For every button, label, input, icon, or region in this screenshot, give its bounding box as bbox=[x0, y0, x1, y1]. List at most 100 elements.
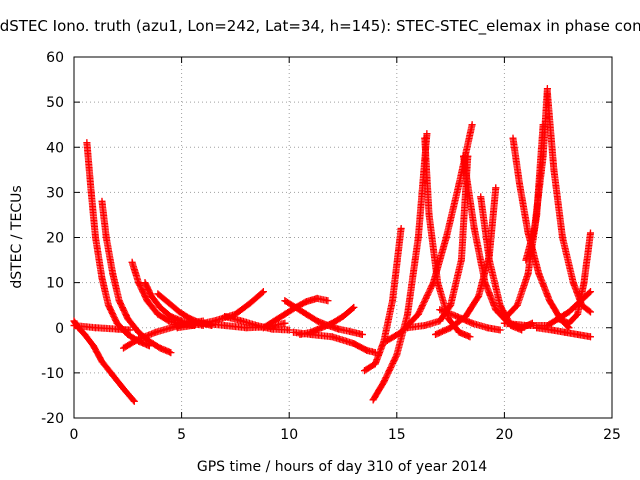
data-point bbox=[302, 298, 310, 306]
data-point bbox=[457, 256, 465, 264]
data-point bbox=[98, 358, 106, 366]
data-point bbox=[124, 315, 132, 323]
data-point bbox=[345, 327, 353, 335]
data-point bbox=[87, 188, 95, 196]
series-arc-p bbox=[361, 224, 405, 375]
axis-ticks: 0 5 10 15 20 25 -20 -10 0 10 20 30 40 50 60 bbox=[41, 50, 621, 443]
data-point bbox=[535, 270, 543, 278]
data-point bbox=[281, 310, 289, 318]
data-point bbox=[434, 279, 442, 287]
data-point bbox=[548, 326, 556, 334]
data-point bbox=[115, 297, 123, 305]
data-point bbox=[253, 321, 261, 329]
data-point bbox=[421, 134, 429, 142]
data-point bbox=[147, 292, 155, 300]
y-tick-label: -20 bbox=[41, 411, 64, 427]
data-point bbox=[580, 279, 588, 287]
data-point bbox=[586, 229, 594, 237]
data-point bbox=[292, 303, 300, 311]
data-point bbox=[404, 324, 412, 332]
data-point bbox=[89, 342, 97, 350]
data-point bbox=[135, 279, 143, 287]
data-point bbox=[259, 324, 267, 332]
data-point bbox=[92, 234, 100, 241]
series-arc-d bbox=[70, 321, 134, 334]
data-point bbox=[119, 385, 127, 393]
data-point bbox=[574, 310, 582, 318]
data-point bbox=[513, 301, 521, 309]
data-point bbox=[509, 134, 517, 142]
data-point bbox=[397, 224, 405, 232]
data-point bbox=[268, 325, 276, 333]
data-point bbox=[369, 396, 377, 404]
data-point bbox=[350, 340, 358, 348]
data-point bbox=[199, 319, 207, 327]
data-point bbox=[135, 335, 143, 343]
data-point bbox=[404, 310, 412, 318]
data-point bbox=[414, 310, 422, 318]
data-point bbox=[328, 319, 336, 327]
data-point bbox=[481, 279, 489, 287]
data-point bbox=[313, 294, 321, 302]
data-point bbox=[335, 325, 343, 333]
data-point bbox=[565, 308, 573, 316]
data-point bbox=[221, 312, 229, 320]
data-point bbox=[141, 279, 149, 287]
data-point bbox=[515, 179, 523, 187]
data-point bbox=[167, 349, 175, 357]
data-point bbox=[531, 224, 539, 232]
series-arc-i bbox=[173, 288, 267, 332]
data-point bbox=[143, 297, 151, 305]
data-point bbox=[290, 328, 298, 336]
data-point bbox=[221, 321, 229, 329]
data-point bbox=[388, 297, 396, 305]
x-tick-label: 25 bbox=[603, 427, 621, 443]
data-point bbox=[586, 308, 594, 316]
data-point bbox=[145, 337, 153, 345]
data-point bbox=[175, 308, 183, 316]
data-point bbox=[561, 328, 569, 336]
data-point bbox=[414, 234, 422, 241]
data-point bbox=[483, 324, 491, 332]
data-point bbox=[447, 301, 455, 309]
data-point bbox=[339, 312, 347, 320]
data-point bbox=[393, 351, 401, 359]
data-point bbox=[281, 297, 289, 305]
data-point bbox=[363, 346, 371, 354]
data-point bbox=[455, 179, 463, 187]
data-point bbox=[423, 130, 431, 138]
data-point bbox=[543, 321, 551, 329]
data-point bbox=[98, 197, 106, 205]
data-point bbox=[126, 326, 134, 334]
data-point bbox=[154, 310, 162, 318]
data-point bbox=[113, 319, 121, 327]
data-point bbox=[119, 344, 127, 352]
data-point bbox=[425, 211, 433, 219]
data-point bbox=[522, 256, 530, 264]
x-tick-label: 10 bbox=[280, 427, 298, 443]
data-point bbox=[109, 371, 117, 379]
data-point bbox=[165, 317, 173, 325]
data-point bbox=[453, 312, 461, 320]
data-point bbox=[238, 317, 246, 325]
data-point bbox=[475, 292, 483, 300]
data-point bbox=[173, 324, 181, 332]
data-point bbox=[259, 288, 267, 296]
data-point bbox=[586, 333, 594, 341]
x-axis-label: GPS time / hours of day 310 of year 2014 bbox=[197, 459, 487, 475]
y-tick-label: 60 bbox=[46, 50, 64, 66]
data-point bbox=[83, 139, 91, 147]
data-point bbox=[455, 328, 463, 336]
series-arc-o bbox=[290, 328, 379, 357]
data-point bbox=[496, 326, 504, 334]
data-point bbox=[485, 256, 493, 264]
data-point bbox=[380, 378, 388, 386]
data-point bbox=[231, 310, 239, 318]
data-point bbox=[307, 331, 315, 339]
data-point bbox=[468, 121, 476, 129]
data-point bbox=[361, 367, 369, 375]
x-tick-label: 5 bbox=[177, 427, 186, 443]
data-point bbox=[324, 297, 332, 305]
data-point bbox=[382, 337, 390, 345]
